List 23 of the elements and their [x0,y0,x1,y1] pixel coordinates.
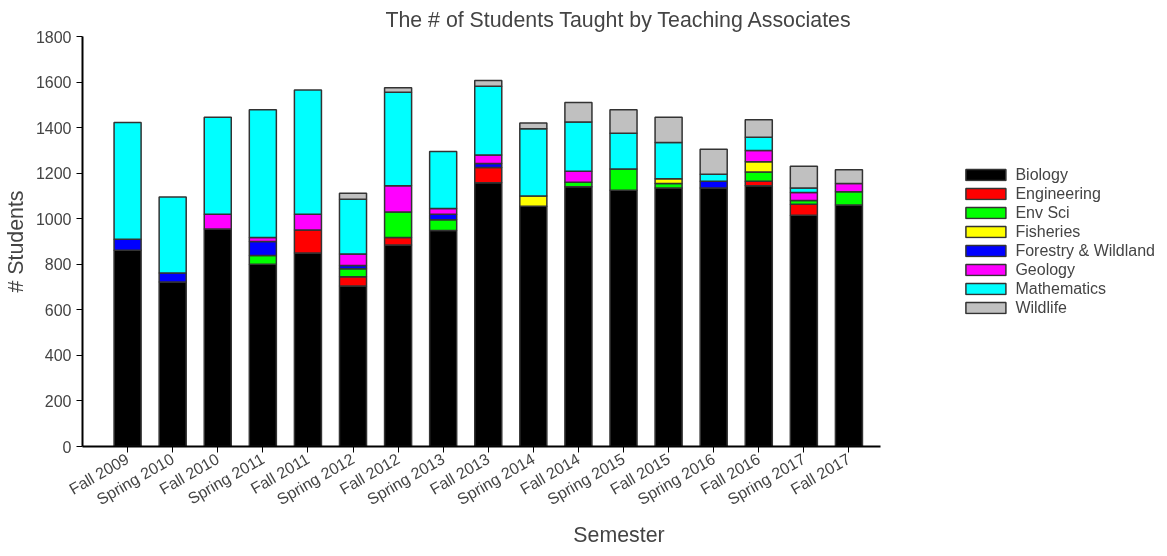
bar [248,109,278,239]
legend-label: Fisheries [1015,222,1081,241]
y-tick-label: 1800 [35,28,72,46]
y-tick-label: 1200 [35,165,72,183]
y-tick-label: 1000 [35,210,72,228]
y-tick-label: 1400 [35,119,72,137]
legend-label: Geology [1015,260,1075,279]
legend-label: Env Sci [1015,203,1070,222]
y-tick-label: 800 [44,256,72,274]
legend-label: Biology [1015,165,1068,184]
legend-label: Mathematics [1015,279,1107,298]
y-axis-title: # Students [3,190,28,293]
legend-label: Forestry & Wildland [1015,241,1155,260]
legend-label: Engineering [1015,184,1101,203]
y-tick-label: 600 [44,301,72,319]
legend-label: Wildlife [1015,298,1067,317]
x-axis-title: Semester [573,523,665,548]
bar [789,165,819,189]
y-tick-label: 1600 [35,74,72,92]
y-tick-label: 200 [44,392,72,410]
y-tick-label: 400 [44,347,72,365]
chart-title: The # of Students Taught by Teaching Associates [385,7,851,32]
y-tick-label: 0 [62,438,72,456]
